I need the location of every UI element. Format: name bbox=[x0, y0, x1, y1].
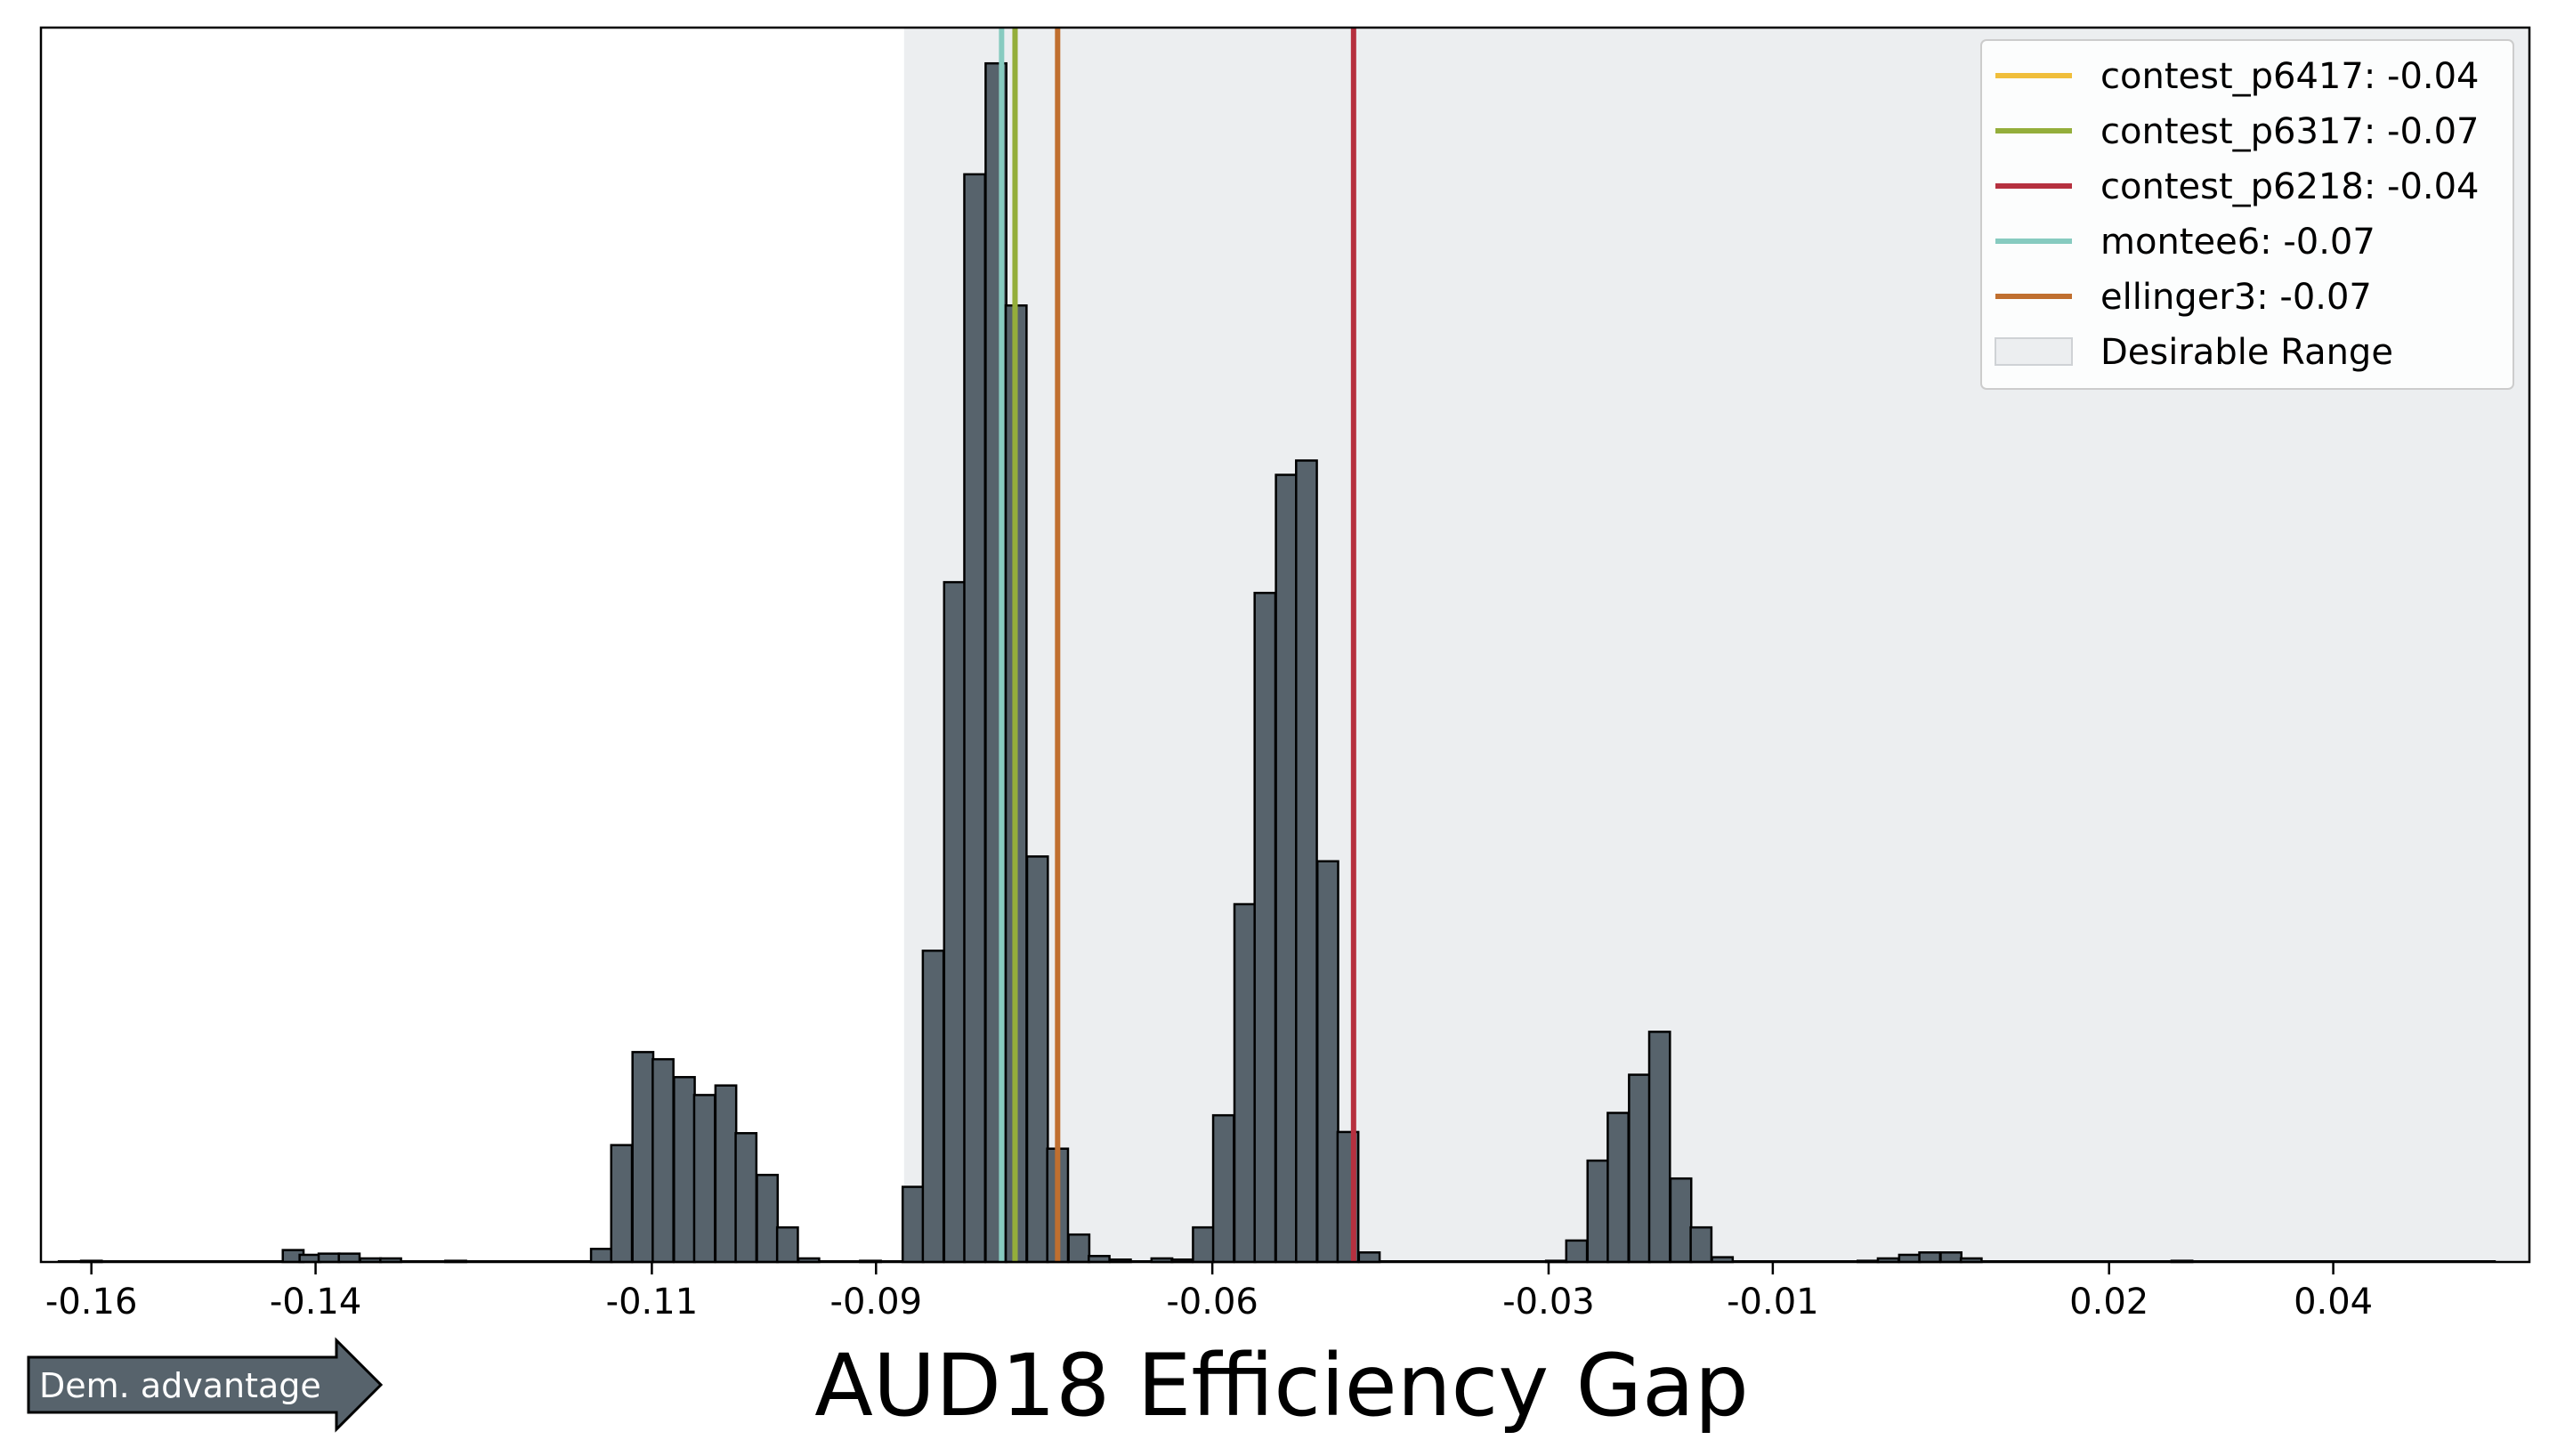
histogram-bar bbox=[1669, 1177, 1693, 1264]
histogram-bar bbox=[1628, 1073, 1651, 1264]
x-tick-label: -0.06 bbox=[1166, 1282, 1258, 1323]
histogram-bar bbox=[337, 1252, 361, 1264]
histogram-bar bbox=[1253, 591, 1277, 1264]
legend-swatch bbox=[1995, 337, 2073, 366]
histogram-bar bbox=[1565, 1239, 1589, 1264]
x-axis-ticks: -0.16 -0.14 -0.11 -0.09 -0.06 -0.03 -0.01 0.02 0… bbox=[45, 1262, 2373, 1323]
x-tick-label: 0.02 bbox=[2069, 1282, 2148, 1323]
reference-lines bbox=[999, 28, 1356, 1262]
histogram-bar bbox=[1315, 860, 1339, 1264]
histogram-bar bbox=[610, 1144, 634, 1264]
histogram-bar bbox=[651, 1057, 675, 1264]
histogram-bar bbox=[901, 1185, 925, 1264]
legend-label: montee6: -0.07 bbox=[2100, 222, 2375, 263]
dem-advantage-arrow: Dem. advantage bbox=[27, 1337, 384, 1433]
histogram-bar bbox=[692, 1094, 716, 1264]
histogram-bar bbox=[631, 1050, 655, 1264]
histogram-bar bbox=[1357, 1251, 1381, 1264]
x-tick-label: -0.09 bbox=[830, 1282, 923, 1323]
histogram-bar bbox=[943, 580, 967, 1264]
histogram-bar bbox=[963, 173, 987, 1264]
histogram-bar bbox=[756, 1173, 780, 1264]
legend: contest_p6417: -0.04 contest_p6317: -0.07… bbox=[1980, 39, 2514, 390]
legend-label: contest_p6218: -0.04 bbox=[2100, 166, 2480, 207]
legend-label: ellinger3: -0.07 bbox=[2100, 277, 2372, 318]
histogram-bar bbox=[734, 1132, 758, 1264]
histogram-bar bbox=[1647, 1031, 1671, 1264]
x-tick-label: -0.03 bbox=[1502, 1282, 1595, 1323]
x-tick-label: -0.01 bbox=[1727, 1282, 1819, 1323]
legend-items: contest_p6417: -0.04 contest_p6317: -0.07… bbox=[1995, 56, 2480, 373]
histogram-bar bbox=[1606, 1112, 1630, 1264]
histogram-bar bbox=[1067, 1233, 1091, 1264]
arrow-shape bbox=[27, 1337, 384, 1433]
histogram-bar bbox=[714, 1084, 738, 1264]
histogram-bar bbox=[1586, 1159, 1610, 1264]
histogram-bar bbox=[1939, 1251, 1963, 1264]
histogram-bar bbox=[775, 1225, 799, 1264]
histogram-bar bbox=[1233, 902, 1257, 1264]
histogram-bar bbox=[921, 949, 945, 1264]
legend-box bbox=[1980, 39, 2514, 390]
histogram-bar bbox=[317, 1252, 341, 1264]
arrow-label: Dem. advantage bbox=[39, 1366, 321, 1405]
histogram-bar bbox=[1192, 1225, 1215, 1264]
histogram-bar bbox=[1295, 459, 1318, 1264]
legend-label: Desirable Range bbox=[2100, 332, 2393, 373]
x-tick-label: 0.04 bbox=[2294, 1282, 2373, 1323]
histogram-bar bbox=[1918, 1251, 1942, 1264]
x-tick-label: -0.16 bbox=[45, 1282, 138, 1323]
x-axis-label: AUD18 Efficiency Gap bbox=[814, 1336, 1749, 1436]
legend-label: contest_p6317: -0.07 bbox=[2100, 111, 2480, 152]
legend-label: contest_p6417: -0.04 bbox=[2100, 56, 2480, 97]
histogram-bar bbox=[1689, 1225, 1713, 1264]
histogram-bar bbox=[1025, 855, 1049, 1264]
histogram-bar bbox=[1211, 1113, 1235, 1264]
plot-frame bbox=[39, 26, 2531, 1264]
histogram-bar bbox=[1274, 473, 1299, 1264]
x-tick-label: -0.11 bbox=[606, 1282, 699, 1323]
histogram-bar bbox=[589, 1248, 613, 1264]
x-tick-label: -0.14 bbox=[270, 1282, 362, 1323]
histogram-bar bbox=[673, 1076, 696, 1264]
